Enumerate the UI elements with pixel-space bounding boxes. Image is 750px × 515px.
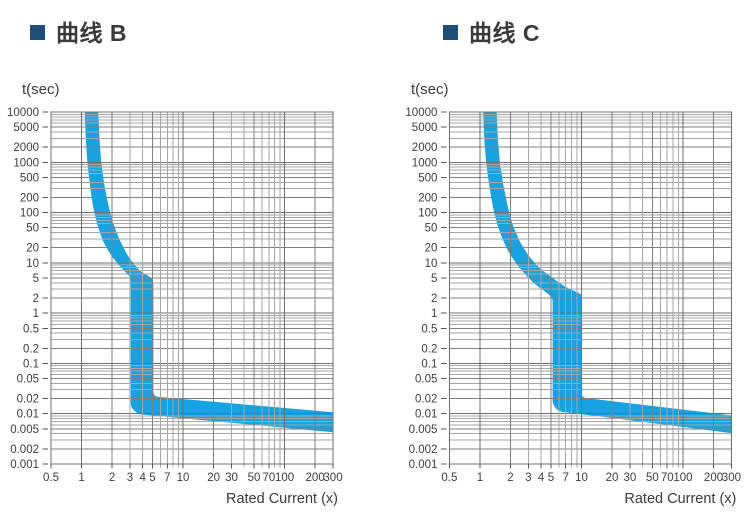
y-tick-label: 10: [425, 258, 438, 270]
x-tick-label: 1: [477, 472, 483, 484]
y-tick-label: 20: [26, 243, 39, 255]
y-tick-label: 1000: [412, 157, 438, 169]
y-tick-label: 5000: [13, 122, 39, 134]
y-tick-label: 50: [425, 223, 438, 235]
x-tick-label: 50: [248, 472, 261, 484]
x-tick-label: 30: [623, 472, 636, 484]
trip-band-group: [483, 112, 732, 434]
y-tick-label: 10000: [405, 107, 437, 119]
y-tick-label: 0.1: [421, 358, 437, 370]
y-tick-label: 100: [418, 208, 437, 220]
y-tick-label: 2: [431, 293, 437, 305]
y-tick-label: 2: [33, 293, 39, 305]
x-tick-label: 50: [646, 472, 659, 484]
chart-title-curve-c: 曲线 C: [443, 14, 540, 48]
y-tick-label: 5: [33, 273, 39, 285]
x-tick-label: 20: [606, 472, 619, 484]
y-axis-title: t(sec): [22, 81, 60, 98]
x-tick-label: 300: [323, 472, 342, 484]
y-tick-label: 0.01: [17, 409, 39, 421]
y-tick-label: 2000: [412, 142, 438, 154]
y-tick-label: 1: [431, 308, 437, 320]
x-tick-label: 1: [78, 472, 84, 484]
x-tick-label: 30: [225, 472, 238, 484]
chart-title-text: 曲线 B: [56, 20, 127, 46]
x-axis-title: Rated Current (x): [624, 491, 736, 507]
y-tick-label: 0.5: [23, 323, 39, 335]
y-tick-label: 0.05: [17, 374, 39, 386]
y-tick-label: 0.2: [23, 343, 39, 355]
y-tick-label: 500: [418, 172, 437, 184]
x-tick-label: 200: [306, 472, 325, 484]
x-tick-label: 100: [275, 472, 294, 484]
y-tick-label: 20: [425, 243, 438, 255]
trip-band-group: [84, 112, 333, 433]
chart-title-curve-b: 曲线 B: [30, 14, 127, 48]
y-tick-label: 0.05: [415, 374, 437, 386]
x-tick-label: 100: [673, 472, 692, 484]
x-tick-label: 4: [538, 472, 545, 484]
x-tick-label: 7: [164, 472, 170, 484]
x-tick-label: 3: [127, 472, 133, 484]
axis-labels-group: 100005000200010005002001005020105210.50.…: [405, 81, 741, 507]
x-tick-label: 4: [139, 472, 146, 484]
y-tick-label: 0.002: [10, 444, 39, 456]
y-tick-label: 10000: [7, 107, 39, 119]
curve-b-chart: 10000 5000 2000 1000 500 200 100 50 20 10 5 2 1 0.5 0.…: [7, 81, 343, 507]
y-tick-label: 0.01: [415, 409, 437, 421]
y-tick-label: 5000: [412, 122, 438, 134]
title-bullet-icon: [443, 24, 458, 40]
x-tick-label: 20: [207, 472, 220, 484]
x-tick-label: 7: [563, 472, 569, 484]
y-tick-label: 0.5: [421, 323, 437, 335]
title-bullet-icon: [30, 24, 45, 40]
plot-frame: [50, 111, 334, 465]
x-tick-label: 10: [575, 472, 588, 484]
y-tick-label: 0.001: [10, 459, 39, 471]
y-tick-label: 100: [20, 208, 39, 220]
y-tick-label: 0.005: [409, 424, 438, 436]
curve-c-chart: 100005000200010005002001005020105210.50.…: [405, 81, 741, 507]
y-tick-label: 0.005: [10, 424, 39, 436]
y-tick-label: 2000: [13, 142, 39, 154]
y-tick-label: 0.02: [415, 394, 437, 406]
x-tick-label: 300: [722, 472, 741, 484]
y-tick-label: 1000: [13, 157, 39, 169]
y-tick-label: 10: [26, 258, 39, 270]
y-tick-label: 5: [431, 273, 437, 285]
x-tick-label: 0.5: [43, 472, 59, 484]
y-tick-label: 0.001: [409, 459, 438, 471]
x-tick-label: 2: [109, 472, 115, 484]
plot-frame: [448, 111, 732, 465]
x-tick-label: 0.5: [441, 472, 457, 484]
x-tick-label: 2: [507, 472, 513, 484]
x-tick-label: 10: [177, 472, 190, 484]
y-tick-label: 0.02: [17, 394, 39, 406]
chart-title-text: 曲线 C: [469, 20, 540, 46]
x-tick-label: 70: [262, 472, 275, 484]
y-tick-label: 0.002: [409, 444, 438, 456]
grid-group: [50, 111, 334, 468]
grid-group: [448, 111, 732, 468]
y-tick-label: 50: [26, 223, 39, 235]
y-tick-label: 200: [418, 192, 437, 204]
trip-band: [483, 112, 732, 434]
y-tick-label: 200: [20, 192, 39, 204]
x-axis-title: Rated Current (x): [226, 491, 338, 507]
axis-labels-group: 10000 5000 2000 1000 500 200 100 50 20 10 5 2 1 0.5 0.…: [7, 81, 343, 507]
y-tick-label: 500: [20, 172, 39, 184]
x-tick-label: 3: [525, 472, 531, 484]
x-tick-label: 5: [149, 472, 155, 484]
trip-band: [84, 112, 333, 433]
x-tick-label: 70: [661, 472, 674, 484]
x-tick-label: 5: [548, 472, 554, 484]
y-tick-label: 0.1: [23, 358, 39, 370]
y-tick-label: 1: [33, 308, 39, 320]
x-tick-label: 200: [704, 472, 723, 484]
y-tick-label: 0.2: [421, 343, 437, 355]
y-axis-title: t(sec): [411, 81, 449, 98]
